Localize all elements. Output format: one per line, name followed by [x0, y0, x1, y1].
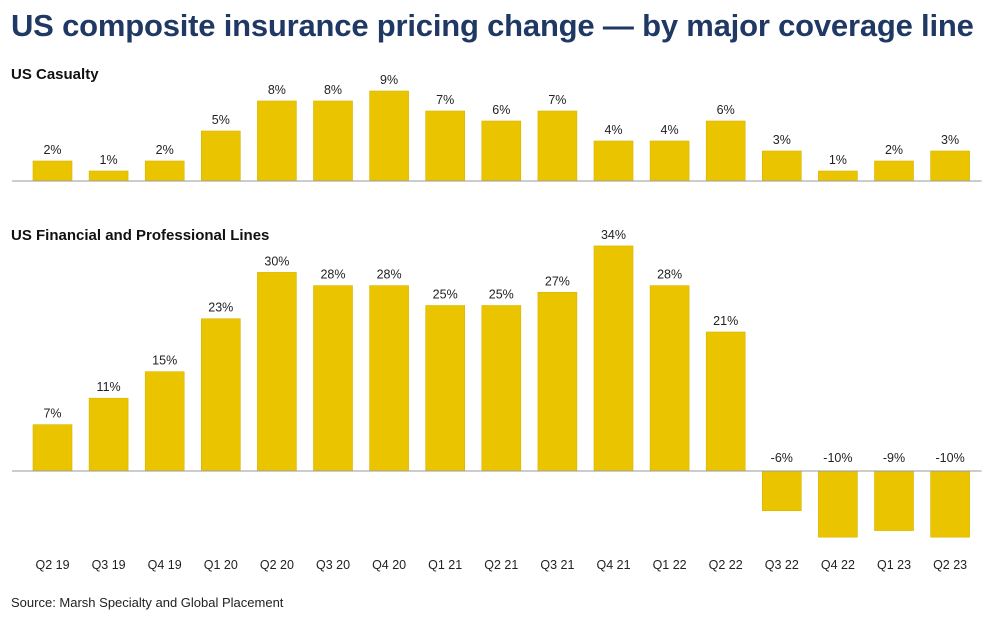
financial-value-label: 30% — [264, 254, 289, 268]
financial-bar — [144, 371, 185, 472]
financial-bar — [313, 285, 353, 472]
x-tick-label: Q3 21 — [540, 558, 574, 572]
source-note: Source: Marsh Specialty and Global Place… — [11, 595, 284, 610]
x-tick-label: Q2 22 — [709, 558, 743, 572]
x-axis-labels: Q2 19 Q3 19 Q4 19 Q1 20 Q2 20 Q3 20 Q4 20 Q1 21… — [35, 558, 967, 572]
financial-value-label: 28% — [657, 268, 682, 282]
casualty-value-label: 6% — [492, 103, 510, 117]
financial-bar — [593, 245, 634, 472]
financial-bar — [257, 272, 297, 472]
casualty-value-label: 3% — [773, 133, 791, 147]
financial-bar — [32, 424, 73, 472]
financial-value-label: 15% — [152, 354, 177, 368]
x-tick-label: Q1 20 — [204, 558, 238, 572]
x-tick-label: Q2 21 — [484, 558, 518, 572]
casualty-value-label: 8% — [268, 83, 286, 97]
casualty-bar — [537, 110, 578, 182]
casualty-value-label: 5% — [212, 113, 230, 127]
casualty-bar — [930, 150, 970, 182]
financial-value-label: 28% — [377, 268, 402, 282]
financial-value-label: -10% — [936, 451, 965, 465]
casualty-bar — [88, 170, 129, 182]
financial-bar — [874, 470, 914, 531]
x-tick-label: Q2 23 — [933, 558, 967, 572]
financial-value-label: 25% — [433, 288, 458, 302]
casualty-bar — [705, 120, 746, 182]
casualty-bar — [201, 130, 241, 182]
financial-value-label: -6% — [771, 451, 793, 465]
casualty-value-label: 2% — [885, 143, 903, 157]
financial-bar — [201, 318, 241, 472]
casualty-value-label: 7% — [436, 93, 454, 107]
x-tick-label: Q1 23 — [877, 558, 911, 572]
casualty-value-label: 6% — [717, 103, 735, 117]
financial-bar — [425, 305, 466, 472]
financial-bar — [930, 470, 970, 538]
casualty-bar — [818, 170, 858, 182]
casualty-bar — [761, 150, 802, 182]
financial-value-label: 34% — [601, 228, 626, 242]
casualty-bar — [481, 120, 522, 182]
casualty-value-label: 3% — [941, 133, 959, 147]
financial-bars: 7% 11% 15% 23% 30% 28% 28% 25% 25% 27% 34% 28% 21% -6… — [12, 228, 982, 538]
casualty-value-label: 8% — [324, 83, 342, 97]
chart-title: US composite insurance pricing change — … — [11, 8, 974, 43]
casualty-value-label: 1% — [829, 153, 847, 167]
x-tick-label: Q4 19 — [148, 558, 182, 572]
financial-bar — [369, 285, 409, 472]
casualty-value-label: 1% — [100, 153, 118, 167]
financial-bar — [761, 470, 802, 512]
casualty-bar — [593, 140, 634, 182]
casualty-value-label: 2% — [156, 143, 174, 157]
x-tick-label: Q4 20 — [372, 558, 406, 572]
casualty-bar — [874, 160, 914, 182]
casualty-bar — [144, 160, 185, 182]
casualty-value-label: 2% — [43, 143, 61, 157]
x-tick-label: Q2 19 — [35, 558, 69, 572]
financial-value-label: 11% — [97, 380, 121, 394]
casualty-bars: 2% 1% 2% 5% 8% 8% 9% 7% 6% 7% 4% 4% 6% 3% 1% 2% 3% — [12, 73, 982, 182]
x-tick-label: Q3 20 — [316, 558, 350, 572]
x-tick-label: Q1 21 — [428, 558, 462, 572]
financial-value-label: 27% — [545, 274, 570, 288]
financial-bar — [818, 470, 858, 538]
x-tick-label: Q1 22 — [653, 558, 687, 572]
financial-bar — [537, 291, 578, 472]
x-tick-label: Q2 20 — [260, 558, 294, 572]
financial-value-label: 21% — [713, 314, 738, 328]
casualty-value-label: 4% — [661, 123, 679, 137]
x-tick-label: Q4 22 — [821, 558, 855, 572]
x-tick-label: Q3 19 — [92, 558, 126, 572]
casualty-bar — [425, 110, 466, 182]
financial-bar — [705, 331, 746, 472]
financial-value-label: -10% — [823, 451, 852, 465]
casualty-bar — [32, 160, 73, 182]
financial-bar — [481, 305, 522, 472]
financial-bar — [88, 397, 129, 472]
casualty-value-label: 4% — [604, 123, 622, 137]
financial-panel-title: US Financial and Professional Lines — [11, 227, 270, 244]
x-tick-label: Q3 22 — [765, 558, 799, 572]
casualty-bar — [369, 90, 409, 182]
casualty-bar — [257, 100, 297, 182]
financial-value-label: 7% — [43, 407, 61, 421]
casualty-panel-title: US Casualty — [11, 66, 99, 83]
casualty-bar — [313, 100, 353, 182]
financial-bar — [649, 285, 690, 472]
financial-value-label: 25% — [489, 288, 514, 302]
financial-value-label: 23% — [208, 301, 233, 315]
financial-value-label: -9% — [883, 451, 905, 465]
casualty-value-label: 7% — [548, 93, 566, 107]
casualty-bar — [649, 140, 690, 182]
casualty-value-label: 9% — [380, 73, 398, 87]
x-tick-label: Q4 21 — [596, 558, 630, 572]
financial-value-label: 28% — [320, 268, 345, 282]
